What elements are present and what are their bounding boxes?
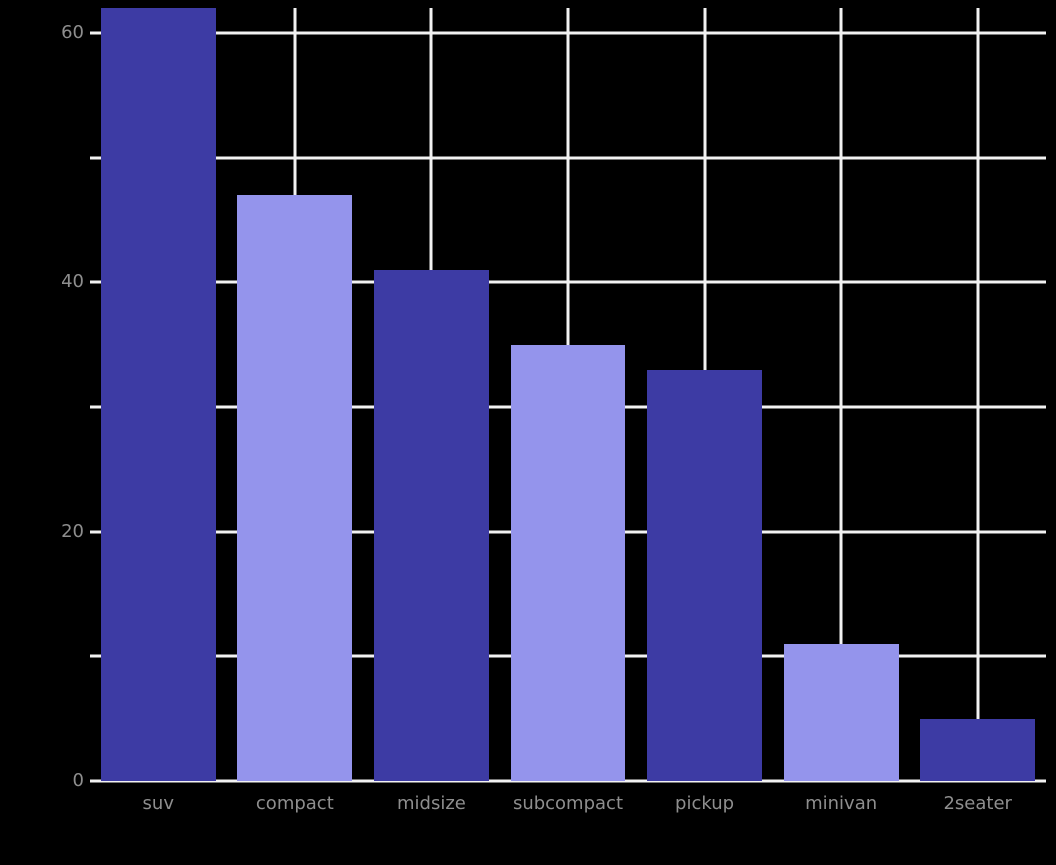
plot-area xyxy=(90,8,1046,783)
horizontal-gridline xyxy=(90,779,1046,783)
bar-midsize xyxy=(374,269,489,781)
bar-subcompact xyxy=(510,344,626,781)
x-tick-label-minivan: minivan xyxy=(805,793,878,814)
x-tick-label-compact: compact xyxy=(255,793,334,814)
bar-pickup xyxy=(647,369,762,781)
bar-compact xyxy=(237,195,353,781)
y-tick-label: 60 xyxy=(61,21,84,43)
y-tick-label: 20 xyxy=(61,520,84,542)
y-tick-label: 0 xyxy=(72,770,84,791)
x-tick-label-subcompact: subcompact xyxy=(512,793,624,814)
x-tick-label-midsize: midsize xyxy=(396,793,466,814)
bar-2seater xyxy=(920,718,1036,781)
x-tick-label-suv: suv xyxy=(142,793,174,814)
vertical-gridline xyxy=(976,8,980,781)
bar-minivan xyxy=(783,643,899,781)
bar-suv xyxy=(100,8,216,781)
y-tick-label: 40 xyxy=(61,271,84,293)
x-tick-label-pickup: pickup xyxy=(675,793,735,814)
x-tick-label-2seater: 2seater xyxy=(943,793,1012,814)
vertical-gridline xyxy=(839,8,843,781)
